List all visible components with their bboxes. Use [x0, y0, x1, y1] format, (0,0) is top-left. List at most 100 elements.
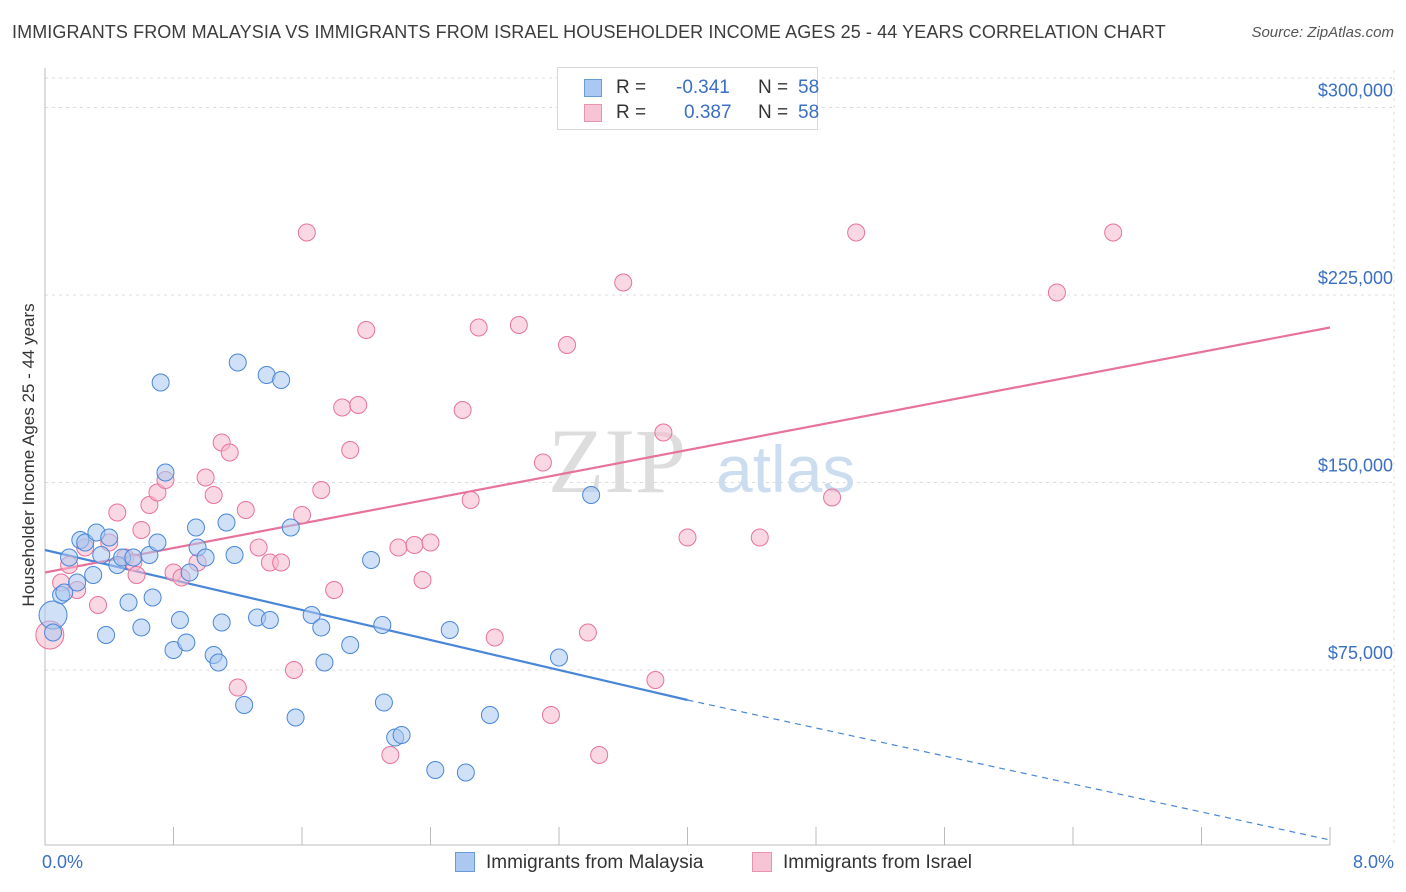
- malaysia-point: [228, 353, 247, 372]
- israel-point: [297, 223, 316, 242]
- bottom-legend-swatch-israel: [752, 852, 772, 872]
- israel-point: [469, 318, 488, 337]
- trendline-israel: [44, 326, 1331, 574]
- malaysia-point: [55, 583, 74, 602]
- malaysia-point: [177, 633, 196, 652]
- israel-point: [1104, 223, 1123, 242]
- legend-n-value: 58: [798, 102, 820, 123]
- malaysia-point: [341, 636, 360, 654]
- source-label: Source: ZipAtlas.com: [1251, 24, 1394, 41]
- y-tick-label-1: $150,000: [1318, 456, 1393, 476]
- malaysia-point: [76, 533, 95, 552]
- israel-point: [421, 533, 440, 552]
- trendline-malaysia: [44, 548, 688, 702]
- y-tick-labels: $75,000 $150,000 $225,000 $300,000: [1318, 81, 1393, 664]
- y-axis-title: Householder Income Ages 25 - 44 years: [19, 303, 38, 606]
- malaysia-point: [281, 518, 300, 537]
- israel-point: [357, 321, 376, 339]
- malaysia-point: [97, 626, 116, 644]
- trend-lines: [44, 326, 1331, 841]
- israel-point: [312, 481, 331, 499]
- malaysia-point: [286, 708, 305, 727]
- israel-point: [646, 671, 665, 689]
- legend-r-label: R =: [616, 77, 647, 98]
- malaysia-point: [44, 623, 63, 642]
- israel-point: [293, 506, 311, 524]
- malaysia-point: [374, 693, 393, 712]
- bottom-legend-label-israel: Immigrants from Israel: [783, 852, 972, 873]
- malaysia-point: [225, 546, 244, 564]
- x-tick-label-max: 8.0%: [1353, 852, 1394, 872]
- israel-point: [228, 678, 247, 697]
- israel-point: [381, 746, 400, 764]
- israel-point: [132, 521, 151, 539]
- malaysia-point: [170, 611, 189, 629]
- israel-point: [405, 536, 424, 554]
- israel-point: [341, 441, 360, 459]
- israel-point: [614, 273, 633, 292]
- malaysia-point: [272, 371, 291, 389]
- legend-n-label: N =: [758, 102, 789, 123]
- malaysia-point: [84, 566, 103, 584]
- legend-r-value: -0.341: [676, 77, 730, 98]
- israel-point: [272, 553, 291, 572]
- malaysia-point: [100, 528, 119, 547]
- trendline-malaysia-extension: [687, 699, 1331, 841]
- israel-point: [325, 581, 344, 599]
- israel-point: [654, 423, 673, 442]
- israel-point: [453, 401, 472, 419]
- malaysia-point: [217, 513, 236, 532]
- israel-point: [333, 398, 352, 417]
- malaysia-point: [235, 696, 254, 714]
- legend-n-value: 58: [798, 77, 820, 98]
- malaysia-point: [196, 548, 215, 567]
- israel-point: [558, 336, 577, 354]
- israel-point: [349, 396, 368, 414]
- legend-r-value: 0.387: [684, 102, 732, 123]
- malaysia-point: [132, 618, 151, 637]
- malaysia-point: [60, 548, 79, 567]
- israel-point: [89, 596, 108, 614]
- israel-point: [108, 503, 127, 522]
- malaysia-point: [209, 653, 228, 672]
- israel-point: [127, 566, 146, 584]
- malaysia-point: [315, 653, 334, 672]
- israel-point: [413, 571, 432, 589]
- legend-n-label: N =: [758, 77, 789, 98]
- israel-point: [389, 538, 408, 557]
- israel-point: [578, 623, 597, 642]
- malaysia-point: [440, 621, 459, 639]
- malaysia-point: [362, 551, 381, 569]
- malaysia-point: [373, 616, 392, 634]
- israel-point: [750, 528, 769, 547]
- correlation-legend: R = -0.341 N = 58 R = 0.387 N = 58: [557, 67, 820, 130]
- malaysia-point: [456, 763, 475, 782]
- israel-point: [485, 628, 504, 647]
- series-israel-points: [35, 223, 1123, 764]
- malaysia-point: [186, 518, 205, 537]
- israel-point: [847, 223, 866, 242]
- y-tick-label-3: $300,000: [1318, 81, 1393, 101]
- axes: [44, 68, 1331, 846]
- israel-point: [509, 316, 528, 334]
- malaysia-point: [212, 613, 231, 632]
- bottom-legend-label-malaysia: Immigrants from Malaysia: [486, 852, 704, 873]
- legend-swatch-israel: [584, 104, 602, 122]
- x-tick-label-min: 0.0%: [42, 852, 83, 872]
- malaysia-point: [260, 611, 279, 629]
- israel-point: [249, 538, 268, 557]
- israel-point: [461, 491, 480, 509]
- israel-point: [220, 443, 239, 462]
- israel-point: [196, 468, 215, 487]
- malaysia-point: [68, 573, 87, 592]
- israel-point: [823, 488, 842, 507]
- series-malaysia-points: [38, 353, 601, 782]
- israel-point: [533, 453, 552, 472]
- malaysia-point: [119, 593, 138, 612]
- israel-point: [1047, 283, 1066, 302]
- malaysia-point: [550, 648, 568, 667]
- y-tick-label-0: $75,000: [1328, 643, 1393, 663]
- malaysia-point: [92, 546, 111, 564]
- malaysia-point: [151, 373, 170, 392]
